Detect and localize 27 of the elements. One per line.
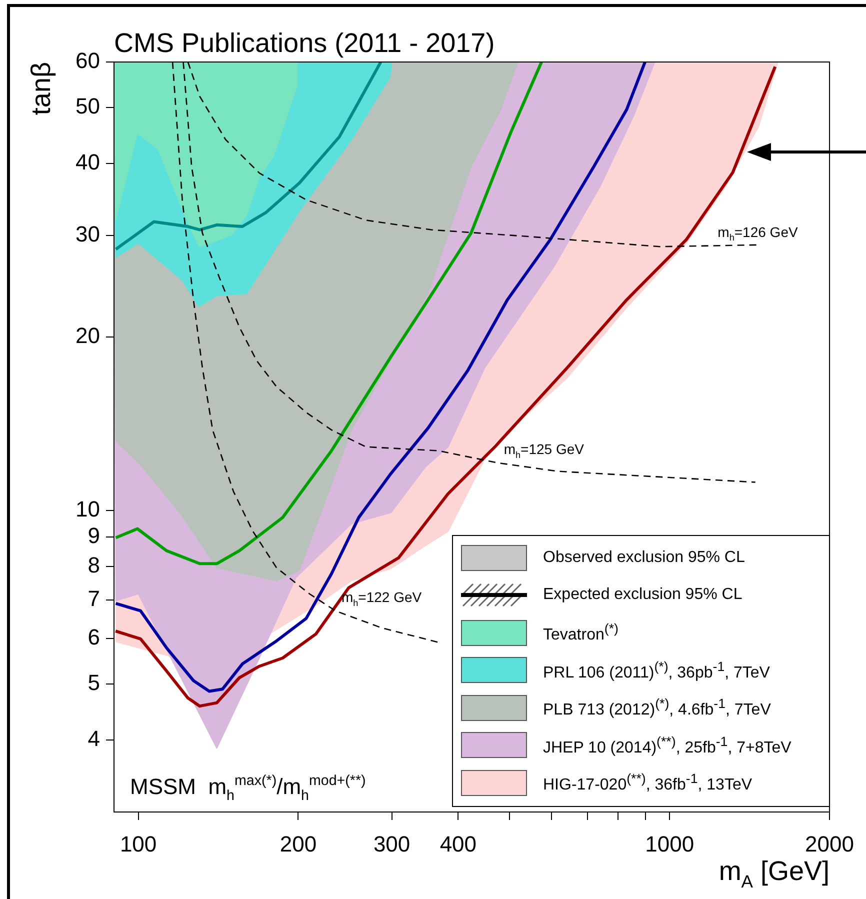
y-tick-label: 60 <box>76 48 100 74</box>
annotation: Observed exclusion 95% CL <box>543 548 745 567</box>
x-tick-label: 100 <box>120 831 157 856</box>
y-tick-label: 10 <box>76 496 100 522</box>
annotation: Expected exclusion 95% CL <box>543 586 742 604</box>
x-tick-label: 200 <box>280 831 317 856</box>
x-tick-label: 1000 <box>645 831 694 856</box>
legend-label: HIG-17-020$^{(**)}$, 36fb$^{-1}$, 13TeV <box>543 771 752 794</box>
y-tick-label: 40 <box>76 150 100 175</box>
x-tick-label: 2000 <box>805 831 854 856</box>
x-tick-label: 400 <box>440 831 477 856</box>
chart-title: CMS Publications (2011 - 2017) <box>114 28 495 58</box>
x-tick-label: 300 <box>373 831 410 856</box>
legend-label: PLB 713 (2012)$^{(*)}$, 4.6fb$^{-1}$, 7TeV <box>543 696 771 720</box>
y-tick-label: 20 <box>76 323 100 348</box>
y-tick-label: 9 <box>88 523 100 548</box>
y-axis-title: tanβ <box>26 62 56 116</box>
y-tick-label: 7 <box>88 586 100 611</box>
legend-label: PRL 106 (2011)$^{(*)}$, 36pb$^{-1}$, 7TeV <box>543 658 770 682</box>
y-tick-label: 6 <box>88 624 100 650</box>
legend-label: JHEP 10 (2014)$^{(**)}$, 25fb$^{-1}$, 7+8TeV <box>543 734 792 757</box>
y-tick-label: 5 <box>88 670 100 696</box>
legend-label: Tevatron$^{(*)}$ <box>543 621 618 644</box>
y-tick-label: 8 <box>88 552 100 578</box>
y-tick-label: 4 <box>88 726 100 752</box>
y-tick-label: 30 <box>76 222 100 247</box>
y-tick-label: 50 <box>76 94 100 119</box>
